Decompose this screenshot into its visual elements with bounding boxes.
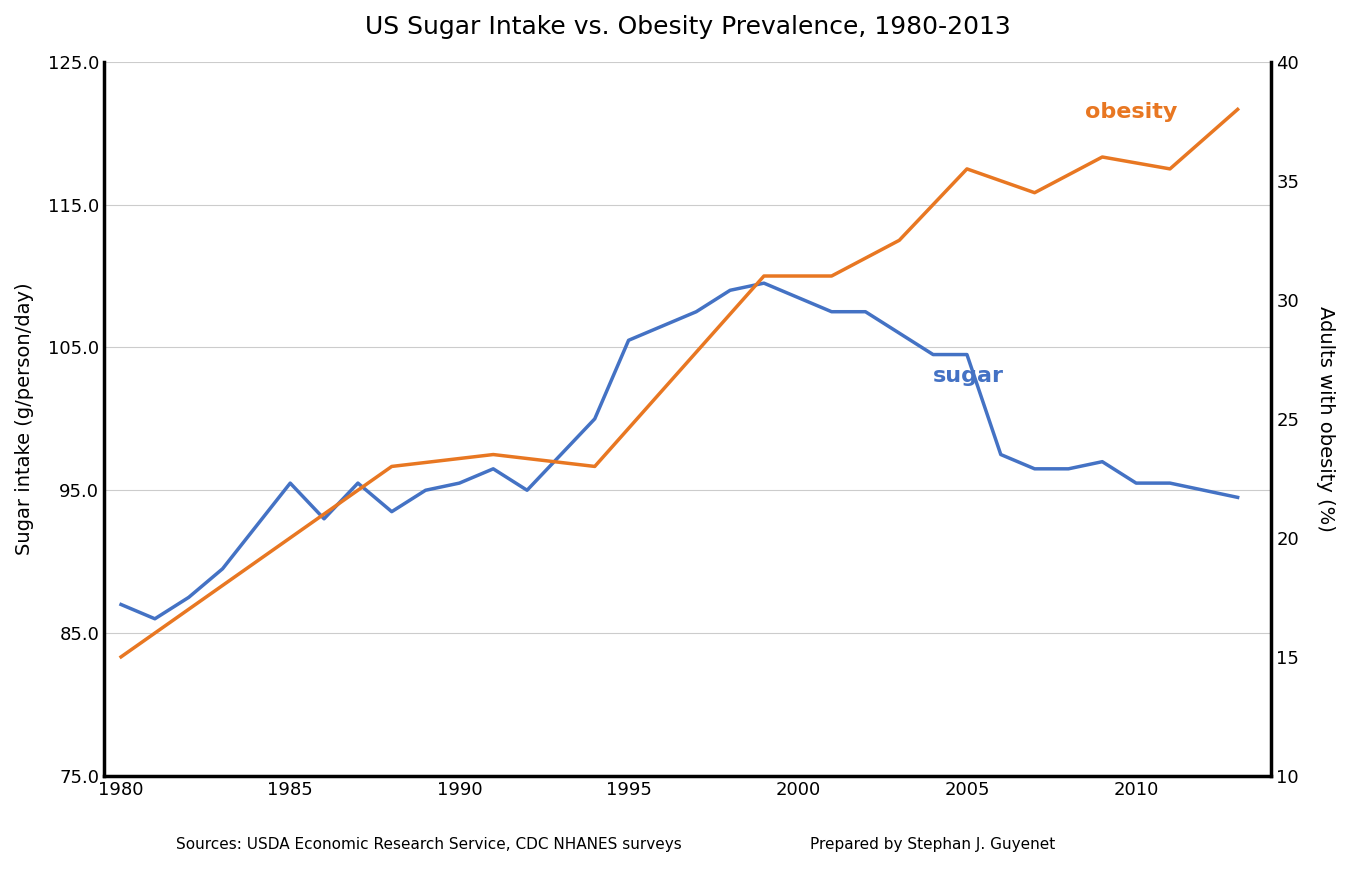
Y-axis label: Sugar intake (g/person/day): Sugar intake (g/person/day) — [15, 283, 34, 555]
Text: obesity: obesity — [1085, 102, 1177, 122]
Text: Prepared by Stephan J. Guyenet: Prepared by Stephan J. Guyenet — [810, 836, 1056, 851]
Text: Sources: USDA Economic Research Service, CDC NHANES surveys: Sources: USDA Economic Research Service,… — [176, 836, 682, 851]
Title: US Sugar Intake vs. Obesity Prevalence, 1980-2013: US Sugar Intake vs. Obesity Prevalence, … — [364, 15, 1011, 39]
Text: sugar: sugar — [933, 366, 1004, 386]
Y-axis label: Adults with obesity (%): Adults with obesity (%) — [1316, 306, 1335, 532]
